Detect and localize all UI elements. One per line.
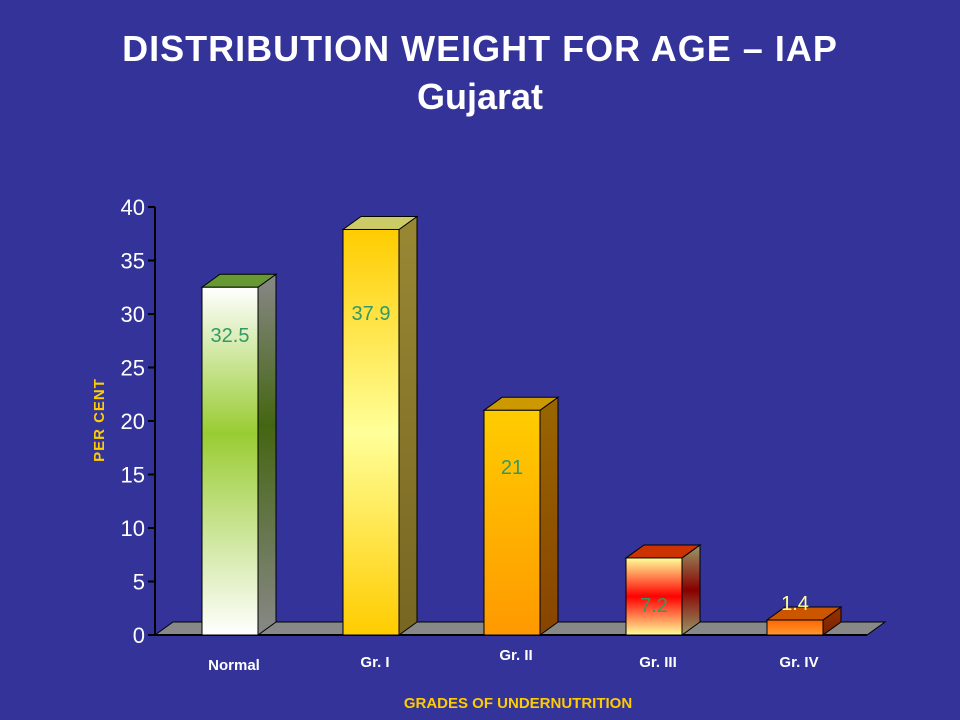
bar-side [257, 273, 277, 636]
y-tick-label: 35 [121, 249, 145, 274]
data-label: 1.4 [781, 593, 809, 615]
data-label: 7.2 [640, 595, 668, 617]
bar-front [766, 619, 824, 636]
chart-title: DISTRIBUTION WEIGHT FOR AGE – IAP [122, 28, 838, 69]
bar-side [681, 543, 701, 636]
data-label: 37.9 [352, 303, 391, 325]
bar-front [483, 409, 541, 636]
x-tick-label: Normal [208, 657, 260, 674]
y-tick-label: 40 [121, 195, 145, 220]
bar-front [342, 228, 400, 636]
bar [765, 606, 843, 636]
y-axis-title: PER CENT [91, 378, 108, 462]
y-tick-label: 0 [133, 623, 145, 648]
data-label: 32.5 [211, 325, 250, 347]
y-tick-label: 5 [133, 570, 145, 595]
bar [624, 543, 702, 636]
data-label: 21 [501, 457, 523, 479]
bar [200, 273, 278, 636]
y-tick-label: 30 [121, 302, 145, 327]
bar [341, 215, 419, 636]
y-tick-label: 10 [121, 516, 145, 541]
x-tick-label: Gr. IV [779, 654, 818, 671]
bar-side [539, 396, 559, 636]
bar [482, 396, 560, 636]
bar-front [625, 557, 683, 636]
x-tick-label: Gr. I [360, 654, 389, 671]
bar-front [201, 286, 259, 636]
bar-side [398, 215, 418, 636]
y-tick-label: 25 [121, 356, 145, 381]
x-axis-title: GRADES OF UNDERNUTRITION [404, 695, 632, 712]
y-tick-label: 15 [121, 463, 145, 488]
chart-subtitle: Gujarat [416, 76, 544, 117]
y-tick-label: 20 [121, 409, 145, 434]
x-tick-label: Gr. III [639, 654, 677, 671]
x-tick-label: Gr. II [499, 647, 532, 664]
